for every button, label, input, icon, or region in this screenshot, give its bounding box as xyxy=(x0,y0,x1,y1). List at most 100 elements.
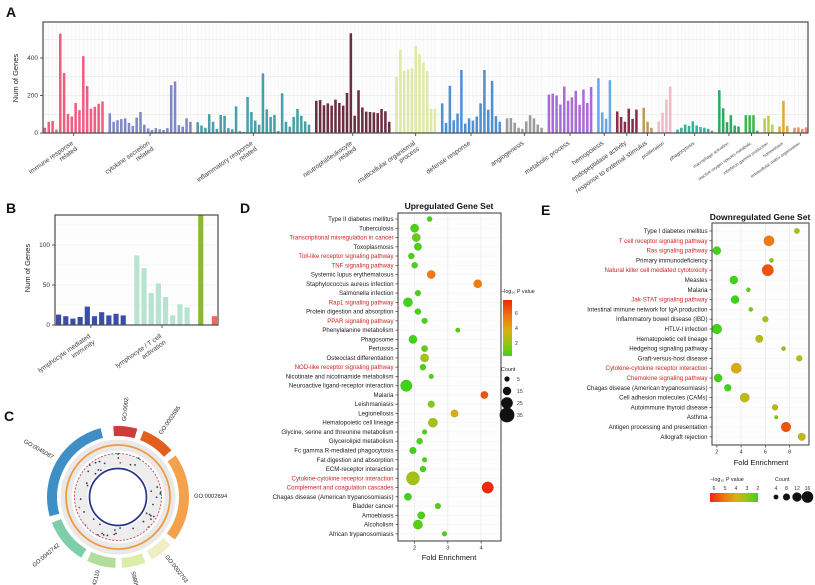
go-segment xyxy=(166,455,190,540)
pathway-label: Staphylococcus aureus infection xyxy=(306,281,393,288)
panel-a-y-axis-label: Num of Genes xyxy=(11,53,20,103)
bar xyxy=(782,100,785,133)
bar xyxy=(448,85,452,133)
bar xyxy=(273,115,276,133)
data-dot xyxy=(797,432,806,441)
bar xyxy=(170,315,176,325)
scatter-dot xyxy=(119,461,122,464)
pathway-label: Autoimmune thyroid disease xyxy=(631,404,708,411)
pathway-label: Hematopoietic cell lineage xyxy=(322,420,394,427)
pvalue-tick-label: 4 xyxy=(735,486,738,492)
bar xyxy=(479,103,482,133)
data-dot xyxy=(421,429,428,435)
bar xyxy=(139,112,142,133)
bar xyxy=(490,80,494,133)
bar xyxy=(797,127,800,133)
data-dot xyxy=(406,471,420,486)
bar xyxy=(85,86,89,133)
bar xyxy=(615,111,619,133)
pathway-label: Tuberculosis xyxy=(359,225,393,232)
orange-ring xyxy=(65,444,171,550)
bar xyxy=(387,121,391,133)
scatter-dot xyxy=(113,533,116,536)
count-legend-label: 12 xyxy=(794,486,800,492)
bar xyxy=(127,122,131,133)
bar xyxy=(752,115,755,133)
x-tick-label: 4 xyxy=(739,450,743,456)
go-segment xyxy=(87,551,116,568)
data-dot xyxy=(419,465,427,473)
bar xyxy=(211,316,217,325)
count-legend-label: 4 xyxy=(775,486,778,492)
bar xyxy=(737,126,740,133)
bar xyxy=(665,99,668,133)
bar xyxy=(198,215,204,325)
data-dot xyxy=(774,415,779,420)
pathway-label: Neuroactive ligand-receptor interaction xyxy=(289,383,394,390)
category-label: inflammatory responserelated xyxy=(196,140,259,190)
bar xyxy=(570,97,574,133)
bar xyxy=(631,118,634,133)
bar xyxy=(804,127,808,133)
pathway-label: Alcoholism xyxy=(364,522,393,529)
scatter-dot xyxy=(142,520,145,523)
bar xyxy=(562,86,566,133)
count-legend-label: 15 xyxy=(517,389,523,395)
bar xyxy=(536,124,540,133)
bar xyxy=(177,125,181,133)
bar xyxy=(66,113,70,133)
panel-label-c: C xyxy=(4,408,15,424)
panel-label-a: A xyxy=(6,4,17,20)
bar xyxy=(483,70,486,133)
bar xyxy=(280,93,284,133)
scatter-dot xyxy=(156,486,159,488)
bar xyxy=(43,127,47,133)
y-tick-label: 50 xyxy=(43,282,51,289)
panel-d-title: Upregulated Gene Set xyxy=(404,201,494,211)
data-dot xyxy=(711,323,722,335)
bar xyxy=(498,121,502,133)
pathway-label: Measles xyxy=(685,277,708,284)
data-dot xyxy=(746,287,751,293)
bar xyxy=(661,112,664,133)
count-legend-label: 8 xyxy=(785,486,788,492)
bar xyxy=(604,118,608,133)
bar xyxy=(380,109,383,133)
data-dot xyxy=(781,346,786,351)
y-tick-label: 200 xyxy=(27,93,38,100)
pvalue-legend-title: −log₁₀ P value xyxy=(501,289,535,295)
pathway-label: Bladder cancer xyxy=(353,503,394,510)
y-tick-label: 100 xyxy=(39,242,50,249)
go-term-label: GO:0002685 xyxy=(158,405,182,436)
data-dot xyxy=(403,297,413,308)
scatter-dot xyxy=(132,527,135,530)
pvalue-tick-label: 3 xyxy=(746,486,749,492)
bar xyxy=(303,121,307,133)
count-legend-dot xyxy=(773,494,779,500)
pathway-label: Glycerolipid metabolism xyxy=(329,438,394,445)
bar xyxy=(154,128,158,133)
data-dot xyxy=(729,275,739,285)
pathway-label: HTLV-I infection xyxy=(665,326,708,333)
scatter-dot xyxy=(98,460,101,463)
go-term-label: GO:0050865 xyxy=(131,571,144,585)
category-label: phagocytosis xyxy=(669,140,697,162)
scatter-dot xyxy=(155,496,158,499)
bar xyxy=(399,49,402,133)
pathway-label: Chagas disease (American trypanosomiasis… xyxy=(587,385,708,392)
bar xyxy=(376,113,379,133)
go-segment xyxy=(140,430,172,457)
pathway-label: T cell receptor signaling pathway xyxy=(619,238,709,245)
data-dot xyxy=(428,373,434,380)
bar xyxy=(131,125,135,133)
bar xyxy=(330,105,333,133)
pathway-label: Graft-versus-host disease xyxy=(638,355,708,362)
pathway-label: Malaria xyxy=(374,392,395,399)
bar xyxy=(62,73,66,133)
pathway-label: Inflammatory bowel disease (IBD) xyxy=(616,316,707,323)
bar xyxy=(238,131,242,133)
pathway-label: ECM-receptor interaction xyxy=(326,466,394,473)
data-dot xyxy=(416,437,423,445)
bar xyxy=(635,109,638,133)
